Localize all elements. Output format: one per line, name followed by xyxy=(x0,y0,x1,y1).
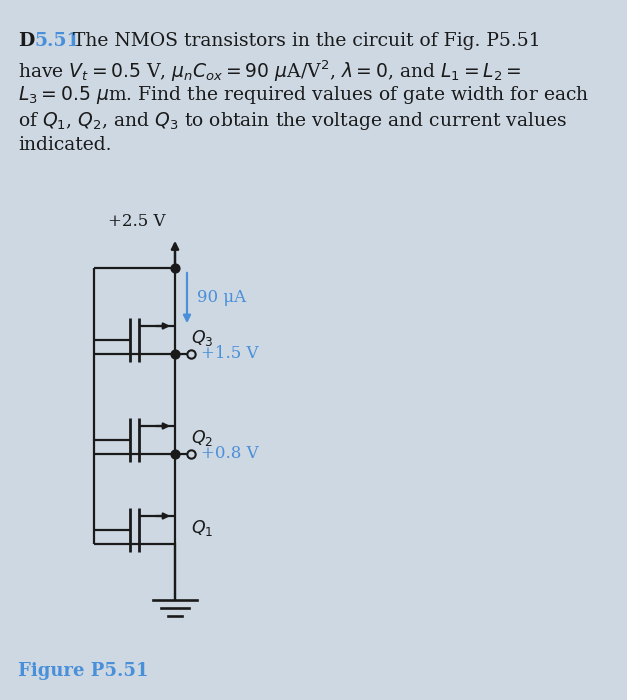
Text: The NMOS transistors in the circuit of Fig. P5.51: The NMOS transistors in the circuit of F… xyxy=(73,32,540,50)
Point xyxy=(170,349,180,360)
Text: D: D xyxy=(18,32,34,50)
Text: $Q_1$: $Q_1$ xyxy=(191,518,213,538)
Text: $Q_2$: $Q_2$ xyxy=(191,428,213,448)
Text: +0.8 V: +0.8 V xyxy=(201,445,258,463)
Text: have $V_t = 0.5$ V, $\mu_n C_{ox} = 90\ \mu$A/V$^2$, $\lambda = 0$, and $L_1 = L: have $V_t = 0.5$ V, $\mu_n C_{ox} = 90\ … xyxy=(18,58,522,83)
Text: of $Q_1$, $Q_2$, and $Q_3$ to obtain the voltage and current values: of $Q_1$, $Q_2$, and $Q_3$ to obtain the… xyxy=(18,110,567,132)
Text: $L_3 = 0.5\ \mu$m. Find the required values of gate width for each: $L_3 = 0.5\ \mu$m. Find the required val… xyxy=(18,84,589,106)
Point xyxy=(170,262,180,274)
Text: indicated.: indicated. xyxy=(18,136,112,154)
Text: 5.51: 5.51 xyxy=(34,32,80,50)
Text: +1.5 V: +1.5 V xyxy=(201,346,258,363)
Text: Figure P5.51: Figure P5.51 xyxy=(18,662,149,680)
Text: 90 μA: 90 μA xyxy=(197,288,246,305)
Text: $Q_3$: $Q_3$ xyxy=(191,328,213,348)
Text: +2.5 V: +2.5 V xyxy=(107,213,165,230)
Point xyxy=(170,449,180,460)
